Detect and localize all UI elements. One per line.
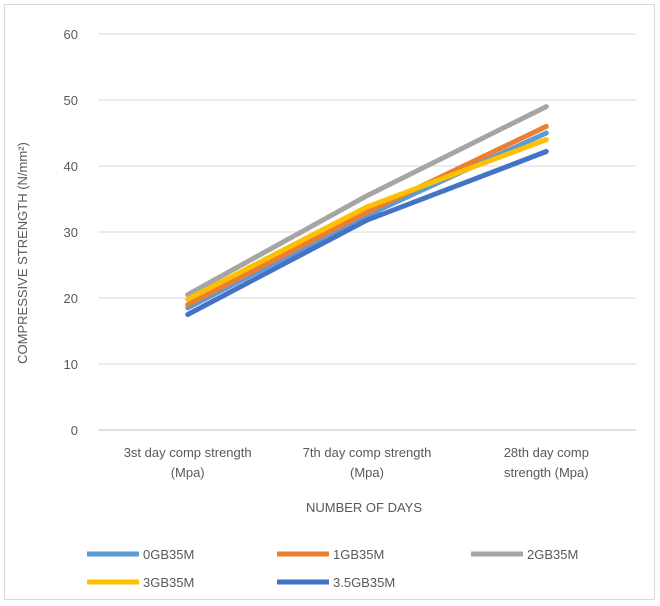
series-line-1gb35m xyxy=(185,123,549,308)
series-lines xyxy=(185,104,549,317)
legend-label: 1GB35M xyxy=(333,547,384,562)
y-axis-ticks: 0 10 20 30 40 50 60 xyxy=(64,27,78,438)
line-chart: 0 10 20 30 40 50 60 3st day comp strength (Mpa)… xyxy=(15,27,636,590)
legend-label: 2GB35M xyxy=(527,547,578,562)
series-line-3gb35m xyxy=(185,137,549,302)
x-tick-label: strength (Mpa) xyxy=(504,465,589,480)
y-tick-label: 0 xyxy=(71,423,78,438)
legend-label: 3.5GB35M xyxy=(333,575,395,590)
gridlines xyxy=(98,33,636,431)
x-tick-label: (Mpa) xyxy=(171,465,205,480)
x-tick-label: 28th day comp xyxy=(504,445,589,460)
x-tick-label: (Mpa) xyxy=(350,465,384,480)
legend: 0GB35M 1GB35M 2GB35M 3GB35M 3.5GB35M xyxy=(87,547,578,590)
y-tick-label: 10 xyxy=(64,357,78,372)
y-tick-label: 30 xyxy=(64,225,78,240)
x-tick-label: 7th day comp strength xyxy=(303,445,432,460)
y-tick-label: 20 xyxy=(64,291,78,306)
y-tick-label: 40 xyxy=(64,159,78,174)
series-line-3-5gb35m xyxy=(185,149,549,317)
legend-label: 0GB35M xyxy=(143,547,194,562)
chart-frame: 0 10 20 30 40 50 60 3st day comp strength (Mpa)… xyxy=(4,4,655,600)
x-axis-ticks: 3st day comp strength (Mpa) 7th day comp s… xyxy=(124,445,589,480)
legend-label: 3GB35M xyxy=(143,575,194,590)
y-tick-label: 60 xyxy=(64,27,78,42)
series-line-2gb35m xyxy=(185,104,549,298)
x-axis-title: NUMBER OF DAYS xyxy=(306,500,422,515)
x-tick-label: 3st day comp strength xyxy=(124,445,252,460)
y-axis-title: COMPRESSIVE STRENGTH (N/mm²) xyxy=(15,142,30,364)
y-tick-label: 50 xyxy=(64,93,78,108)
